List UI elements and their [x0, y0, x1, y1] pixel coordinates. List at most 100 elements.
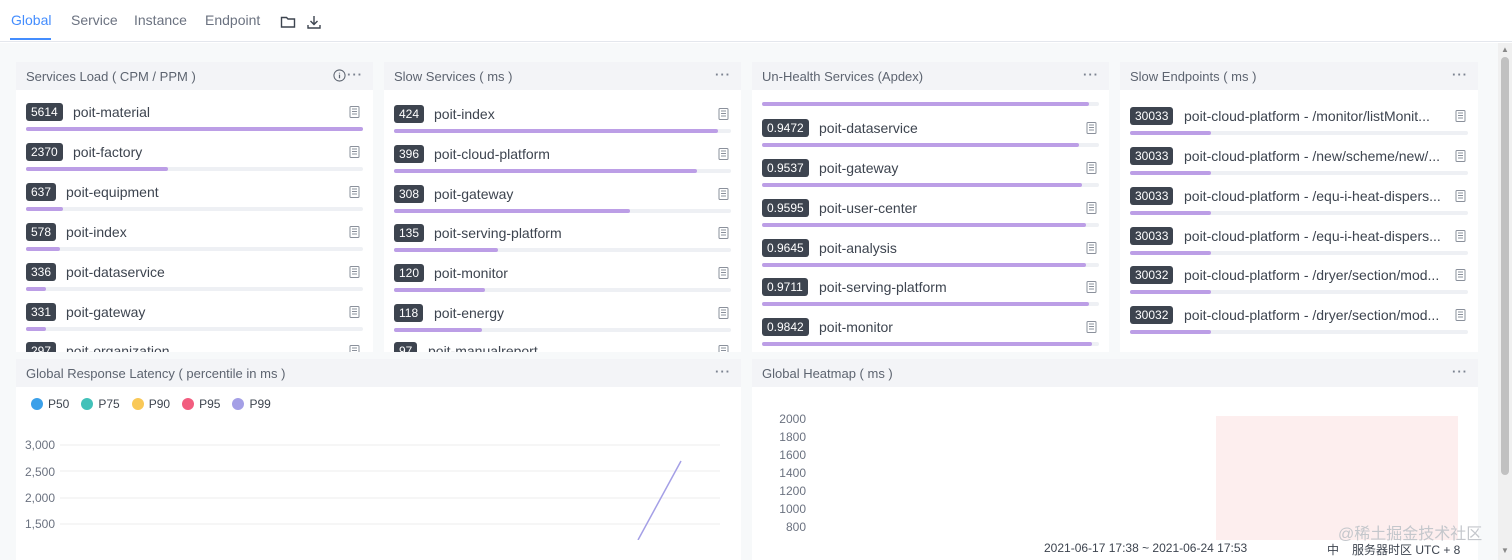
download-icon[interactable]: [306, 14, 322, 30]
tab-instance[interactable]: Instance: [134, 12, 187, 28]
list-item[interactable]: 0.9711 poit-serving-platform: [762, 278, 1099, 318]
time-range[interactable]: 2021-06-17 17:38 ~ 2021-06-24 17:53: [1044, 541, 1248, 555]
legend-item-p95[interactable]: P95: [182, 397, 220, 411]
scroll-thumb[interactable]: [1501, 57, 1509, 475]
info-icon[interactable]: [333, 69, 346, 82]
progress-track: [394, 129, 731, 133]
clipboard-icon[interactable]: [718, 107, 729, 120]
tab-service[interactable]: Service: [71, 12, 118, 28]
clipboard-icon[interactable]: [1455, 109, 1466, 122]
clipboard-icon[interactable]: [1086, 161, 1097, 174]
progress-fill: [26, 207, 64, 211]
value-badge: 30032: [1130, 266, 1174, 284]
scroll-up-arrow-icon[interactable]: ▲: [1501, 45, 1509, 54]
legend-item-p75[interactable]: P75: [81, 397, 120, 411]
list-item[interactable]: 308 poit-gateway: [394, 185, 731, 225]
clipboard-icon[interactable]: [1086, 241, 1097, 254]
service-name: poit-monitor: [819, 319, 893, 335]
value-badge: 118: [394, 304, 424, 322]
clipboard-icon[interactable]: [718, 147, 729, 160]
more-options-icon[interactable]: ···: [347, 67, 363, 82]
list-item[interactable]: 30033 poit-cloud-platform - /equ-i-heat-…: [1130, 187, 1468, 227]
value-badge: 30033: [1130, 227, 1174, 245]
scroll-down-arrow-icon[interactable]: ▼: [1501, 546, 1509, 555]
list-item[interactable]: 2370 poit-factory: [26, 143, 363, 183]
list-item[interactable]: 30033 poit-cloud-platform - /new/scheme/…: [1130, 147, 1468, 187]
more-options-icon[interactable]: ···: [1452, 67, 1468, 82]
list-item[interactable]: 30032 poit-cloud-platform - /dryer/secti…: [1130, 306, 1468, 346]
clipboard-icon[interactable]: [349, 344, 360, 352]
list-item[interactable]: 336 poit-dataservice: [26, 263, 363, 303]
clipboard-icon[interactable]: [1455, 229, 1466, 242]
clipboard-icon[interactable]: [349, 145, 360, 158]
folder-icon[interactable]: [280, 14, 296, 30]
more-options-icon[interactable]: ···: [715, 67, 731, 82]
legend-label: P90: [148, 397, 171, 411]
list-item[interactable]: 0.9472 poit-dataservice: [762, 119, 1099, 159]
service-name: poit-serving-platform: [819, 279, 947, 295]
list-item[interactable]: 396 poit-cloud-platform: [394, 145, 731, 185]
legend-item-p90[interactable]: P90: [131, 397, 171, 411]
y-tick-label: 1600: [779, 448, 806, 462]
page-scrollbar[interactable]: ▲ ▼: [1498, 43, 1512, 560]
legend-item-p99[interactable]: P99: [232, 397, 271, 411]
progress-track: [394, 169, 731, 173]
list-item[interactable]: 424 poit-index: [394, 105, 731, 145]
clipboard-icon[interactable]: [1455, 149, 1466, 162]
clipboard-icon[interactable]: [718, 187, 729, 200]
list-item[interactable]: 0.9537 poit-gateway: [762, 159, 1099, 199]
list-item[interactable]: 118 poit-energy: [394, 304, 731, 344]
more-options-icon[interactable]: ···: [1452, 364, 1468, 379]
list-item[interactable]: 331 poit-gateway: [26, 303, 363, 343]
clipboard-icon[interactable]: [718, 306, 729, 319]
list-item[interactable]: 0.9842 poit-monitor: [762, 318, 1099, 352]
value-badge: 0.9537: [762, 159, 809, 177]
clipboard-icon[interactable]: [349, 185, 360, 198]
clipboard-icon[interactable]: [1455, 268, 1466, 281]
clipboard-icon[interactable]: [1455, 308, 1466, 321]
clipboard-icon[interactable]: [1086, 121, 1097, 134]
clipboard-icon[interactable]: [1086, 320, 1097, 333]
clipboard-icon[interactable]: [718, 226, 729, 239]
service-name: poit-index: [66, 224, 127, 240]
list-item[interactable]: 297 poit-organization: [26, 342, 363, 352]
list-item[interactable]: 5614 poit-material: [26, 103, 363, 143]
service-name: poit-dataservice: [819, 120, 918, 136]
list-item[interactable]: 30033 poit-cloud-platform - /monitor/lis…: [1130, 107, 1468, 147]
list-item[interactable]: 0.9645 poit-analysis: [762, 239, 1099, 279]
progress-track: [1130, 171, 1468, 175]
tab-endpoint[interactable]: Endpoint: [205, 12, 261, 28]
tab-global[interactable]: Global: [11, 12, 52, 28]
clipboard-icon[interactable]: [1086, 280, 1097, 293]
service-name: poit-organization: [66, 343, 170, 352]
list-item[interactable]: 30032 poit-cloud-platform - /dryer/secti…: [1130, 266, 1468, 306]
legend-item-p50[interactable]: P50: [31, 397, 69, 411]
clipboard-icon[interactable]: [349, 225, 360, 238]
clipboard-icon[interactable]: [349, 105, 360, 118]
value-badge: 30033: [1130, 147, 1174, 165]
language-toggle[interactable]: 中: [1327, 543, 1340, 557]
clipboard-icon[interactable]: [1086, 201, 1097, 214]
clipboard-icon[interactable]: [718, 266, 729, 279]
panel-header: Global Response Latency ( percentile in …: [16, 359, 741, 387]
clipboard-icon[interactable]: [1455, 189, 1466, 202]
clipboard-icon[interactable]: [349, 305, 360, 318]
list-item[interactable]: 578 poit-index: [26, 223, 363, 263]
services-load-panel: Services Load ( CPM / PPM ) ··· 5614 poi…: [16, 62, 373, 352]
list-item[interactable]: 135 poit-serving-platform: [394, 224, 731, 264]
more-options-icon[interactable]: ···: [715, 364, 731, 379]
progress-fill: [762, 102, 1089, 106]
more-options-icon[interactable]: ···: [1083, 67, 1099, 82]
list-item[interactable]: 0.9595 poit-user-center: [762, 199, 1099, 239]
list-item[interactable]: 30033 poit-cloud-platform - /equ-i-heat-…: [1130, 227, 1468, 267]
list-item[interactable]: 637 poit-equipment: [26, 183, 363, 223]
list-item[interactable]: 120 poit-monitor: [394, 264, 731, 304]
endpoint-name: poit-cloud-platform - /monitor/listMonit…: [1184, 108, 1430, 124]
service-name: poit-manualreport: [428, 343, 538, 352]
progress-fill: [394, 169, 698, 173]
clipboard-icon[interactable]: [718, 344, 729, 352]
list-item[interactable]: 97 poit-manualreport: [394, 342, 731, 352]
top-nav-bar: Global Service Instance Endpoint: [0, 0, 1512, 42]
clipboard-icon[interactable]: [349, 265, 360, 278]
endpoint-name: poit-cloud-platform - /dryer/section/mod…: [1184, 267, 1440, 283]
